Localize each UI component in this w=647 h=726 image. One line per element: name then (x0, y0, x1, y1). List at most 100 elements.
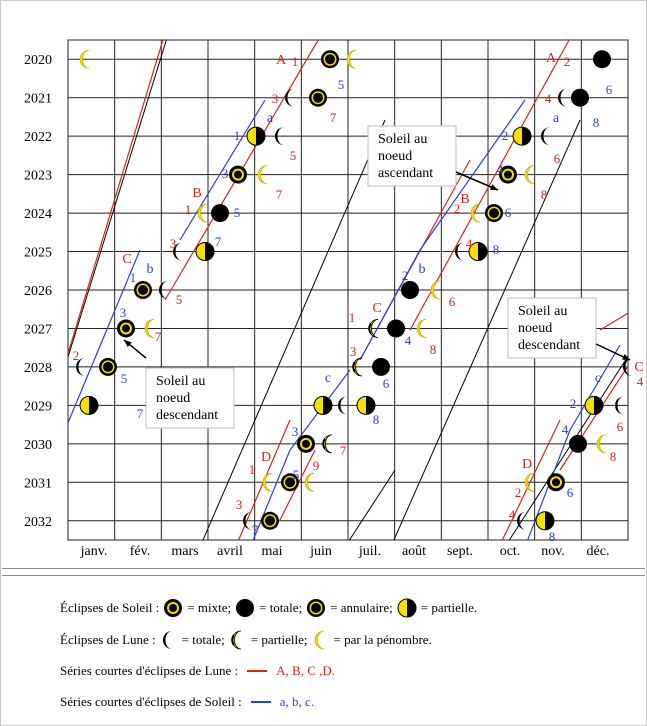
penumbral-lunar-eclipse (79, 49, 90, 69)
penumbral-lunar-eclipse (144, 319, 155, 338)
month-label: janv. (80, 544, 108, 559)
callouts: Soleil au noeud ascendant Soleil au noeud des… (123, 125, 631, 429)
year-label: 2027 (24, 322, 52, 337)
penumbral-lunar-eclipse-icon (314, 630, 324, 650)
series-number: 3 (222, 166, 229, 181)
mixed-core (234, 170, 242, 179)
penumbral-lunar-eclipse (257, 165, 268, 185)
series-number: 6 (554, 151, 561, 166)
node-line (68, 40, 167, 359)
partial-solar-eclipse (313, 395, 333, 415)
series-number: 2 (570, 396, 577, 411)
series-number: 8 (593, 115, 600, 130)
series-number: 6 (606, 82, 613, 97)
series-number: 3 (292, 424, 299, 439)
penumbral-lunar-eclipse (416, 319, 427, 338)
annular-eclipse-icon (307, 599, 326, 617)
month-label: mai (262, 544, 283, 559)
penumbral-lunar-eclipse (430, 280, 441, 300)
annular-core (325, 54, 335, 65)
legend-partielle: = partielle. (420, 600, 478, 615)
partial-shadow (205, 242, 214, 261)
series-number: 8 (430, 342, 437, 357)
node-line (348, 469, 396, 540)
red-line-swatch (247, 670, 268, 672)
year-label: 2030 (24, 438, 52, 453)
annular-solar-eclipse (321, 50, 339, 69)
partial-shadow (478, 242, 487, 261)
solar-series-letter: b (419, 262, 426, 277)
total-solar-eclipse (211, 204, 229, 223)
year-label: 2021 (24, 92, 52, 107)
series-number: 1 (349, 310, 356, 325)
callout-c1: Soleil au noeud ascendant (367, 125, 499, 191)
annular-core (313, 92, 323, 103)
partial-lunar-eclipse (368, 319, 379, 338)
series-number: 3 (236, 497, 243, 512)
total-lunar-eclipse (172, 242, 182, 261)
legend-solar-prefix: Éclipses de Soleil : (60, 600, 160, 615)
series-number: 4 (545, 91, 552, 106)
partial-shadow (256, 127, 265, 146)
solar-series-line (527, 429, 571, 540)
series-number: 5 (290, 148, 297, 163)
series-number: 5 (234, 205, 241, 220)
year-label: 2025 (24, 246, 52, 261)
annular-core (138, 285, 148, 295)
annular-solar-eclipse (485, 204, 503, 223)
month-label: oct. (500, 544, 521, 559)
penumbral-lunar-eclipse (262, 472, 273, 492)
legend-lunar-prefix: Éclipses de Lune : (60, 632, 156, 647)
series-number: 8 (493, 242, 500, 257)
solar-series-line (569, 344, 621, 431)
total-lunar-eclipse (540, 127, 550, 146)
month-label: juin (309, 544, 332, 559)
month-label: nov. (541, 544, 565, 559)
legend-lunar-series-label: Séries courtes d'éclipses de Lune : (60, 663, 239, 678)
series-number: 7 (252, 522, 259, 537)
total-solar-eclipse (387, 319, 405, 338)
mixed-solar-eclipse (499, 165, 517, 184)
partial-lunar-eclipse-icon (231, 630, 241, 650)
solar-series-letter: c (595, 371, 601, 386)
series-number: 7 (340, 443, 347, 458)
month-label: mars (171, 544, 198, 559)
partial-solar-eclipse (246, 126, 266, 146)
month-axis: janv. fév. mars avril mai juin juil. août sept. o… (80, 544, 610, 559)
series-number: 7 (276, 187, 283, 202)
series-number: 1 (249, 462, 256, 477)
partial-shadow (594, 396, 603, 415)
year-axis: 2020 2021 2022 2023 2024 2025 2026 2027 2028 2029… (24, 53, 52, 530)
total-lunar-eclipse (615, 396, 624, 415)
partial-moon-shadow (368, 322, 372, 335)
lunar-series-line (164, 40, 319, 301)
series-number: 6 (617, 419, 624, 434)
partial-solar-eclipse-icon (397, 598, 417, 618)
legend-lune-totale: = totale; (181, 632, 225, 647)
month-label: fév. (130, 544, 150, 559)
total-lunar-eclipse (338, 396, 347, 415)
legend-annulaire: = annulaire; (330, 600, 393, 615)
partial-lunar-eclipse (352, 357, 363, 377)
penumbral-lunar-eclipse (304, 472, 315, 492)
annular-solar-eclipse (309, 88, 327, 107)
callout-c2: Soleil au noeud descendant (123, 339, 235, 429)
partial-moon-shadow (322, 438, 326, 450)
partial-shadow (323, 396, 332, 415)
partial-solar-eclipse (584, 395, 604, 415)
callout-arrow (455, 171, 499, 191)
mixed-core (552, 478, 560, 487)
series-number: 8 (541, 187, 548, 202)
series-number: 2 (402, 268, 409, 283)
year-label: 2024 (24, 207, 52, 222)
mixed-solar-eclipse (547, 473, 565, 492)
series-number: 8 (610, 449, 617, 464)
lunar-series-line (409, 40, 570, 331)
lunar-series-letter: C (122, 252, 131, 267)
mixed-core (504, 170, 512, 179)
annular-core (489, 208, 499, 219)
total-lunar-eclipse (158, 281, 168, 300)
callout-box (367, 125, 457, 187)
callout-text: noeud (378, 149, 412, 164)
